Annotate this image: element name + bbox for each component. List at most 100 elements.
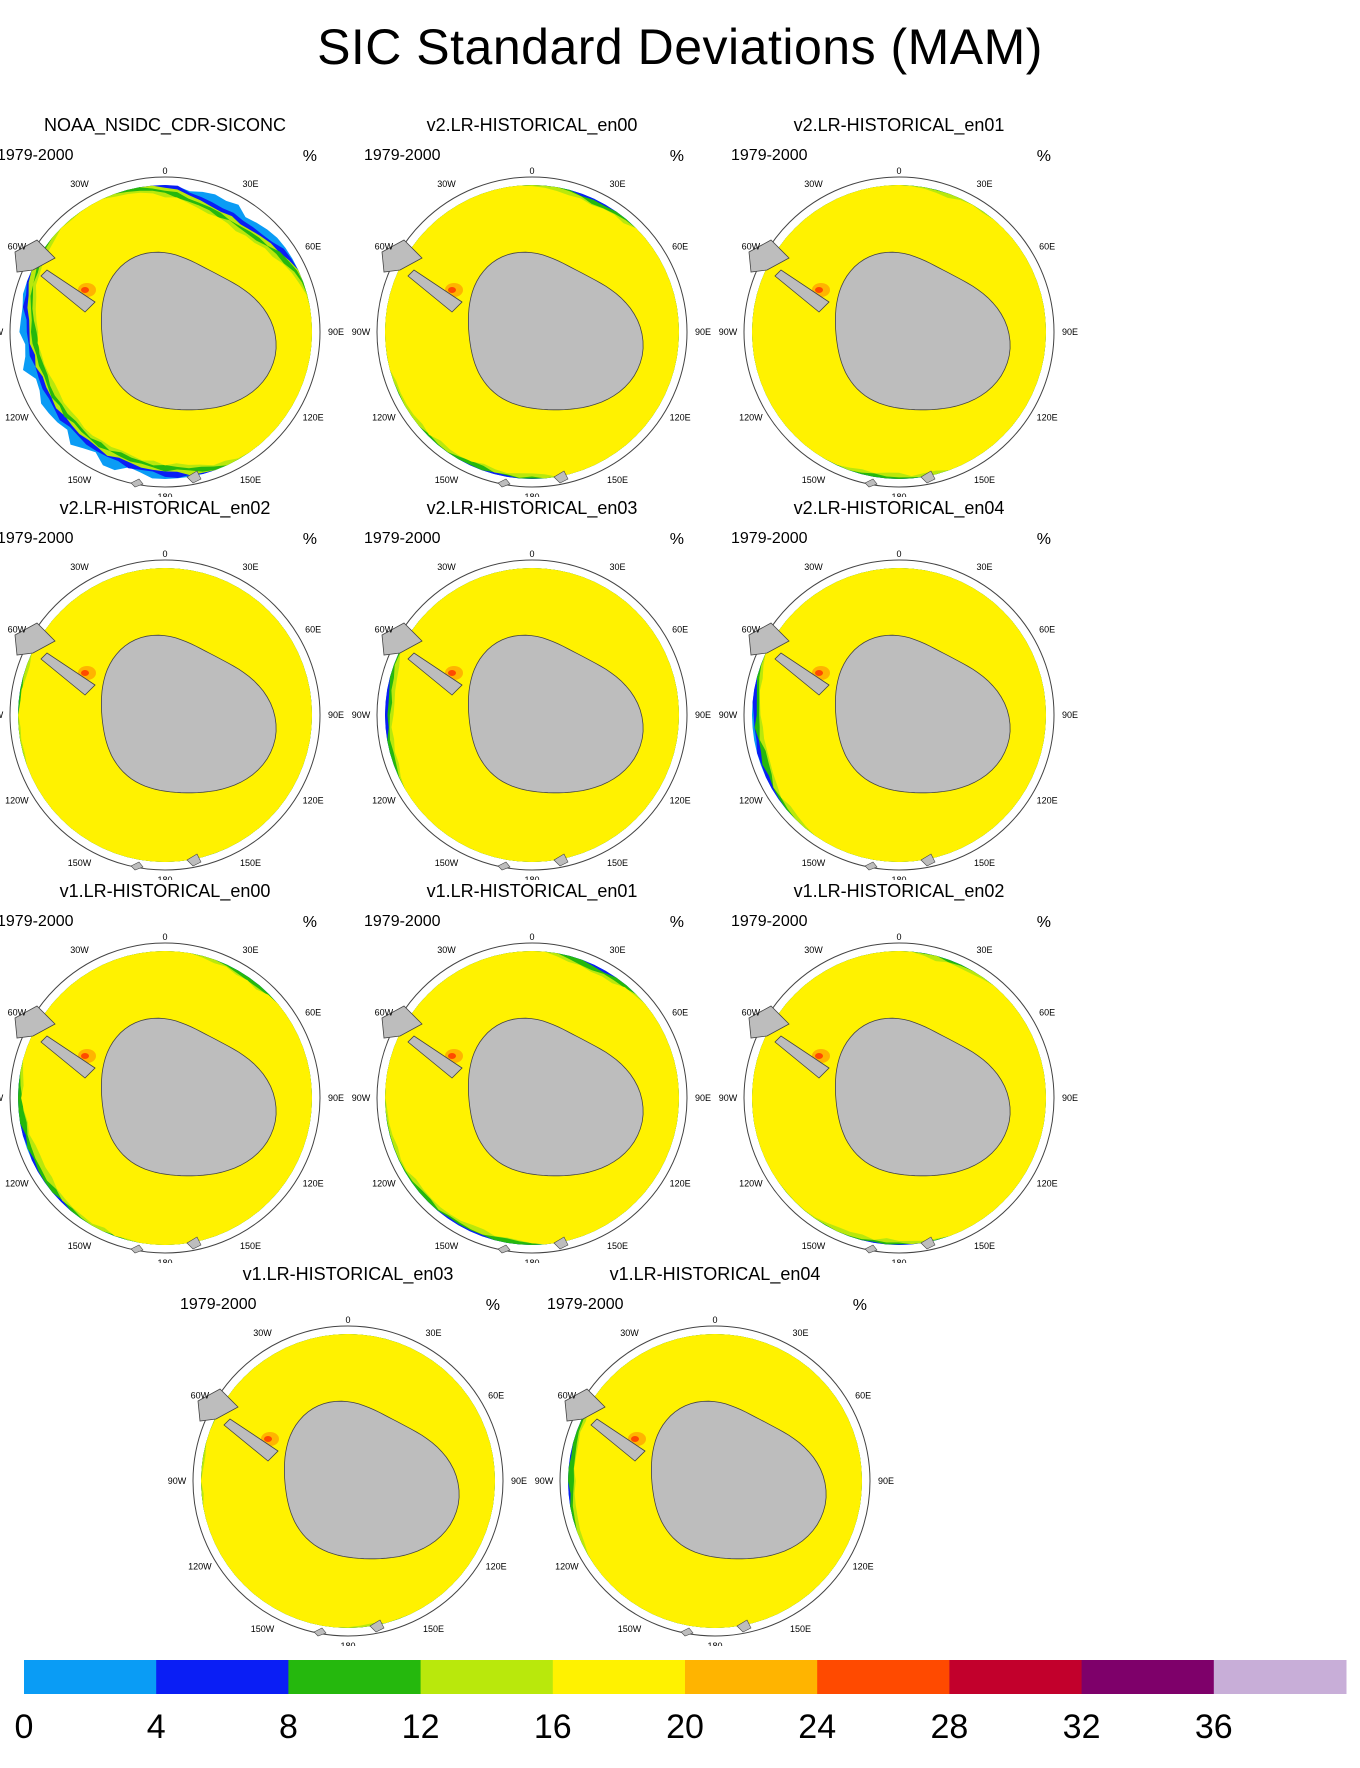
longitude-label: 90E xyxy=(328,710,344,720)
longitude-label: 60E xyxy=(1039,1008,1055,1018)
antarctica-land xyxy=(468,634,644,794)
colorbar-tick-label: 24 xyxy=(798,1708,836,1746)
antarctica-land xyxy=(101,634,277,794)
longitude-label: 180 xyxy=(524,875,539,880)
island-land xyxy=(130,1244,144,1254)
colorbar-swatch xyxy=(156,1660,289,1694)
colorbar-swatch xyxy=(552,1660,686,1694)
longitude-label: 120E xyxy=(1037,413,1058,423)
longitude-label: 120E xyxy=(670,1179,691,1189)
island-land xyxy=(680,1627,694,1637)
island-land xyxy=(497,861,511,871)
longitude-label: 150W xyxy=(68,475,92,485)
antarctica-land xyxy=(101,1017,277,1177)
colorbar-swatch xyxy=(1081,1660,1215,1694)
island-land xyxy=(553,470,569,484)
polar-map: 0 30E 60E 90E 120E 150E 180 150W 120W 90W 60W 30W xyxy=(0,550,344,880)
longitude-label: 120E xyxy=(1037,796,1058,806)
longitude-label: 60E xyxy=(672,1008,688,1018)
longitude-label: 90E xyxy=(511,1476,527,1486)
longitude-label: 0 xyxy=(529,933,534,942)
panel-title: v2.LR-HISTORICAL_en01 xyxy=(793,115,1005,135)
longitude-label: 150E xyxy=(240,1241,261,1251)
longitude-label: 150W xyxy=(68,1241,92,1251)
longitude-label: 120E xyxy=(670,413,691,423)
panel-unit: % xyxy=(302,914,317,931)
longitude-label: 120W xyxy=(739,796,763,806)
longitude-label: 0 xyxy=(529,550,534,559)
longitude-label: 90W xyxy=(352,710,371,720)
longitude-label: 120W xyxy=(372,1179,396,1189)
longitude-label: 150E xyxy=(240,475,261,485)
longitude-label: 30W xyxy=(253,1328,272,1338)
colorbar-tick-label: 16 xyxy=(534,1708,572,1746)
longitude-label: 0 xyxy=(162,167,167,176)
panel-unit: % xyxy=(669,914,684,931)
longitude-label: 30E xyxy=(609,562,625,572)
map-panel: v1.LR-HISTORICAL_en03 1979-2000% 0 30E 60E 90… xyxy=(168,1264,528,1646)
panel-unit: % xyxy=(1036,531,1051,548)
map-panel: v2.LR-HISTORICAL_en03 1979-2000% 0 30E 60E 90… xyxy=(352,498,712,880)
longitude-label: 90W xyxy=(535,1476,554,1486)
longitude-label: 150W xyxy=(802,1241,826,1251)
longitude-label: 180 xyxy=(891,875,906,880)
island-land xyxy=(313,1627,327,1637)
longitude-label: 180 xyxy=(157,875,172,880)
longitude-label: 120W xyxy=(5,413,29,423)
panel-unit: % xyxy=(302,531,317,548)
longitude-label: 30W xyxy=(620,1328,639,1338)
peninsula-land xyxy=(774,269,830,313)
longitude-label: 30W xyxy=(804,562,823,572)
panel-period: 1979-2000 xyxy=(364,530,441,547)
peninsula-land xyxy=(774,1035,830,1079)
peninsula-land xyxy=(40,652,96,696)
colorbar-tick-label: 28 xyxy=(930,1708,968,1746)
island-land xyxy=(736,1619,752,1633)
longitude-label: 150E xyxy=(607,475,628,485)
colorbar-tick-label: 32 xyxy=(1063,1708,1101,1746)
longitude-label: 150W xyxy=(435,858,459,868)
longitude-label: 120W xyxy=(5,1179,29,1189)
longitude-label: 60W xyxy=(742,1008,761,1018)
longitude-label: 150E xyxy=(423,1624,444,1634)
longitude-label: 60E xyxy=(305,242,321,252)
longitude-label: 150W xyxy=(618,1624,642,1634)
longitude-label: 60E xyxy=(1039,242,1055,252)
longitude-label: 150E xyxy=(607,1241,628,1251)
longitude-label: 60W xyxy=(742,625,761,635)
panel-title: v1.LR-HISTORICAL_en04 xyxy=(609,1264,821,1284)
longitude-label: 150W xyxy=(435,1241,459,1251)
longitude-label: 60W xyxy=(742,242,761,252)
longitude-label: 180 xyxy=(891,492,906,497)
panel-title: v1.LR-HISTORICAL_en03 xyxy=(242,1264,454,1284)
longitude-label: 30W xyxy=(804,945,823,955)
island-land xyxy=(130,478,144,488)
antarctica-land xyxy=(284,1400,460,1560)
longitude-label: 0 xyxy=(712,1316,717,1325)
island-land xyxy=(130,861,144,871)
island-land xyxy=(186,853,202,867)
antarctica-land xyxy=(835,1017,1011,1177)
longitude-label: 180 xyxy=(707,1641,722,1646)
longitude-label: 60W xyxy=(375,1008,394,1018)
longitude-label: 180 xyxy=(157,492,172,497)
island-land xyxy=(553,853,569,867)
longitude-label: 180 xyxy=(891,1258,906,1263)
longitude-label: 60E xyxy=(305,1008,321,1018)
panel-period: 1979-2000 xyxy=(731,530,808,547)
south-america-land xyxy=(197,1388,239,1422)
colorbar-tick-label: 12 xyxy=(402,1708,440,1746)
island-land xyxy=(864,1244,878,1254)
panel-title: NOAA_NSIDC_CDR-SICONC xyxy=(43,115,287,135)
longitude-label: 90W xyxy=(719,710,738,720)
colorbar-tick-label: 4 xyxy=(147,1708,166,1746)
panel-title: v1.LR-HISTORICAL_en02 xyxy=(793,881,1005,901)
longitude-label: 120W xyxy=(372,413,396,423)
hotspot xyxy=(448,287,456,293)
longitude-label: 90W xyxy=(0,327,4,337)
longitude-label: 60W xyxy=(8,242,27,252)
longitude-label: 90W xyxy=(168,1476,187,1486)
south-america-land xyxy=(564,1388,606,1422)
panel-period: 1979-2000 xyxy=(364,913,441,930)
longitude-label: 90W xyxy=(719,1093,738,1103)
